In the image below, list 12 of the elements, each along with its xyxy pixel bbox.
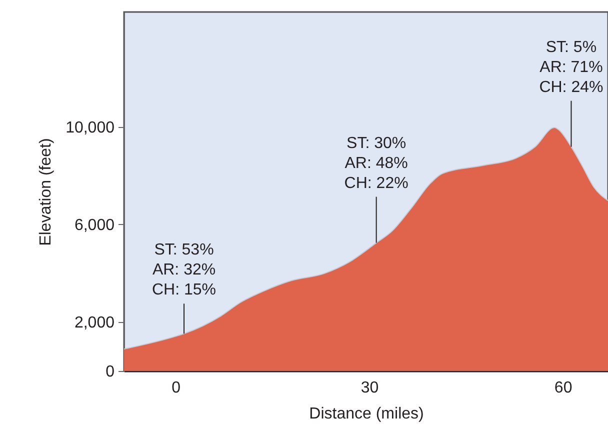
y-tick-label: 0 <box>106 364 115 380</box>
y-tick-label: 10,000 <box>66 119 115 136</box>
x-tick-label: 0 <box>172 380 181 396</box>
x-axis-title: Distance (miles) <box>309 406 424 422</box>
annotation: ST: 5% AR: 71% CH: 24% <box>539 38 604 96</box>
x-tick-label: 60 <box>554 380 572 396</box>
annotation: ST: 53% AR: 32% CH: 15% <box>152 242 216 299</box>
annotation: ST: 30% AR: 48% CH: 22% <box>344 134 408 192</box>
y-axis-title: Elevation (feet) <box>38 138 55 246</box>
y-tick-label: 6,000 <box>74 216 115 234</box>
y-tick-label: 2,000 <box>74 314 115 332</box>
x-tick-label: 30 <box>360 380 379 396</box>
